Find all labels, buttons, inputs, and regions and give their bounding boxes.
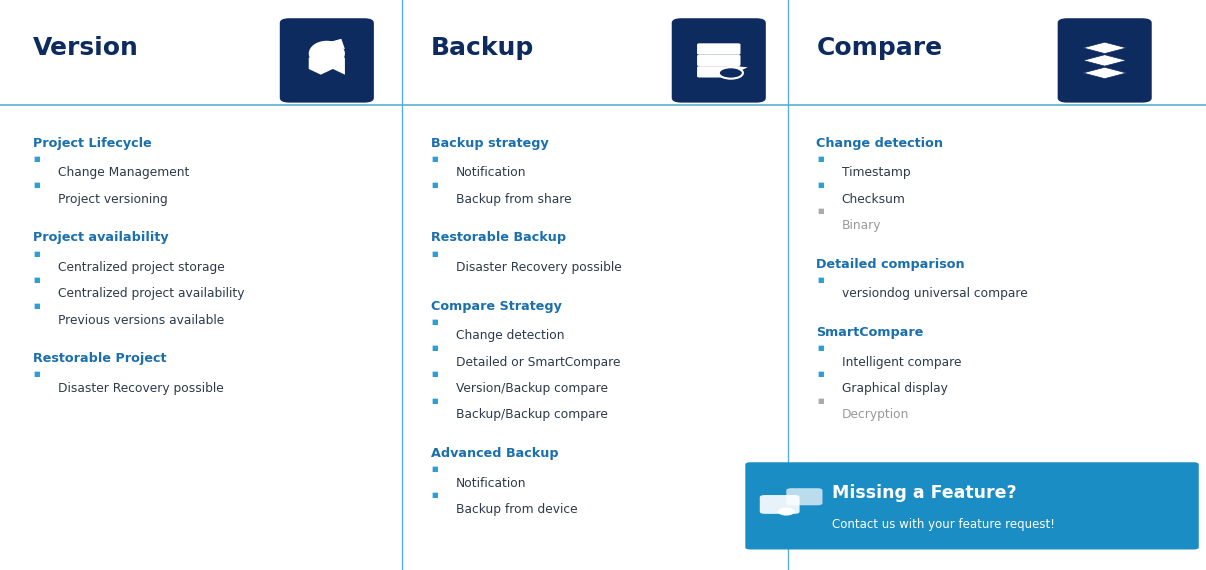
Text: ■: ■ bbox=[432, 345, 438, 351]
Text: Backup/Backup compare: Backup/Backup compare bbox=[456, 408, 608, 421]
Text: Notification: Notification bbox=[456, 477, 526, 490]
Text: Centralized project availability: Centralized project availability bbox=[58, 287, 245, 300]
Text: Project availability: Project availability bbox=[33, 231, 168, 245]
FancyBboxPatch shape bbox=[697, 43, 740, 55]
Polygon shape bbox=[1083, 55, 1126, 66]
Text: ■: ■ bbox=[34, 182, 40, 188]
FancyBboxPatch shape bbox=[1058, 18, 1152, 103]
Text: Notification: Notification bbox=[456, 166, 526, 180]
Text: ■: ■ bbox=[34, 251, 40, 256]
Text: ■: ■ bbox=[818, 156, 824, 162]
Text: ■: ■ bbox=[432, 251, 438, 256]
Text: Detailed comparison: Detailed comparison bbox=[816, 258, 965, 271]
Text: Backup strategy: Backup strategy bbox=[431, 137, 549, 150]
FancyBboxPatch shape bbox=[697, 66, 740, 78]
Text: Centralized project storage: Centralized project storage bbox=[58, 261, 224, 274]
Text: ■: ■ bbox=[818, 345, 824, 351]
Text: Contact us with your feature request!: Contact us with your feature request! bbox=[832, 518, 1055, 531]
Text: ■: ■ bbox=[432, 466, 438, 472]
FancyBboxPatch shape bbox=[672, 18, 766, 103]
Text: ■: ■ bbox=[432, 156, 438, 162]
Polygon shape bbox=[733, 66, 748, 71]
Circle shape bbox=[778, 507, 795, 515]
Polygon shape bbox=[1083, 67, 1126, 79]
Polygon shape bbox=[1083, 42, 1126, 54]
Text: ■: ■ bbox=[818, 372, 824, 377]
Text: Change detection: Change detection bbox=[816, 137, 943, 150]
FancyBboxPatch shape bbox=[745, 462, 1199, 549]
FancyBboxPatch shape bbox=[697, 55, 740, 66]
Text: Backup from device: Backup from device bbox=[456, 503, 578, 516]
Text: Disaster Recovery possible: Disaster Recovery possible bbox=[456, 261, 621, 274]
Polygon shape bbox=[321, 39, 345, 49]
Text: Timestamp: Timestamp bbox=[842, 166, 911, 180]
Ellipse shape bbox=[699, 58, 738, 63]
Text: Restorable Backup: Restorable Backup bbox=[431, 231, 566, 245]
Text: ■: ■ bbox=[818, 277, 824, 283]
Text: ■: ■ bbox=[34, 156, 40, 162]
Text: versiondog universal compare: versiondog universal compare bbox=[842, 287, 1028, 300]
Text: ■: ■ bbox=[818, 398, 824, 404]
Text: Disaster Recovery possible: Disaster Recovery possible bbox=[58, 382, 223, 395]
Text: ■: ■ bbox=[34, 372, 40, 377]
FancyBboxPatch shape bbox=[280, 18, 374, 103]
Text: ■: ■ bbox=[34, 303, 40, 309]
Ellipse shape bbox=[309, 41, 345, 67]
Text: Project versioning: Project versioning bbox=[58, 193, 168, 206]
FancyBboxPatch shape bbox=[786, 488, 822, 506]
Text: Previous versions available: Previous versions available bbox=[58, 314, 224, 327]
Text: ■: ■ bbox=[432, 492, 438, 498]
Text: ■: ■ bbox=[432, 372, 438, 377]
Text: Backup from share: Backup from share bbox=[456, 193, 572, 206]
Text: Version/Backup compare: Version/Backup compare bbox=[456, 382, 608, 395]
Text: Version: Version bbox=[33, 36, 139, 60]
Text: Restorable Project: Restorable Project bbox=[33, 352, 166, 365]
Ellipse shape bbox=[699, 69, 738, 75]
FancyBboxPatch shape bbox=[760, 495, 800, 514]
Text: Detailed or SmartCompare: Detailed or SmartCompare bbox=[456, 356, 620, 369]
Text: Compare Strategy: Compare Strategy bbox=[431, 300, 562, 313]
Text: ■: ■ bbox=[818, 209, 824, 214]
Text: SmartCompare: SmartCompare bbox=[816, 326, 924, 339]
Text: Graphical display: Graphical display bbox=[842, 382, 948, 395]
Text: Compare: Compare bbox=[816, 36, 943, 60]
Text: Change Management: Change Management bbox=[58, 166, 189, 180]
Text: Project Lifecycle: Project Lifecycle bbox=[33, 137, 151, 150]
Text: Intelligent compare: Intelligent compare bbox=[842, 356, 961, 369]
Text: Change detection: Change detection bbox=[456, 329, 564, 343]
Text: Checksum: Checksum bbox=[842, 193, 906, 206]
Circle shape bbox=[719, 67, 743, 79]
Text: Binary: Binary bbox=[842, 219, 882, 232]
Text: ■: ■ bbox=[432, 182, 438, 188]
Text: ■: ■ bbox=[818, 182, 824, 188]
Ellipse shape bbox=[699, 46, 738, 52]
Text: ■: ■ bbox=[34, 277, 40, 283]
Text: Advanced Backup: Advanced Backup bbox=[431, 447, 558, 460]
Text: Decryption: Decryption bbox=[842, 408, 909, 421]
Polygon shape bbox=[309, 58, 345, 75]
Text: Backup: Backup bbox=[431, 36, 534, 60]
Text: ■: ■ bbox=[432, 319, 438, 325]
Text: ■: ■ bbox=[432, 398, 438, 404]
Text: Missing a Feature?: Missing a Feature? bbox=[832, 484, 1017, 503]
